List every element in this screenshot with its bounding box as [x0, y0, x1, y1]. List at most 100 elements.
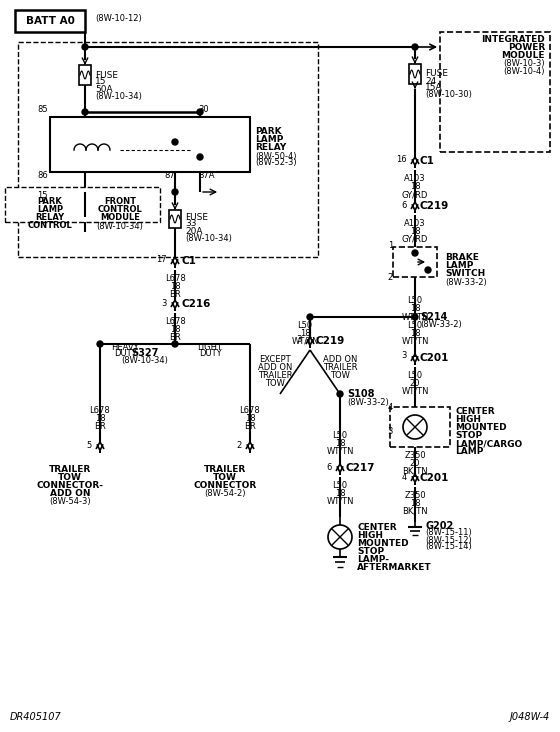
- Text: WT/TN: WT/TN: [291, 337, 319, 346]
- Circle shape: [97, 341, 103, 347]
- Text: (8W-10-30): (8W-10-30): [425, 91, 472, 100]
- Text: (8W-54-2): (8W-54-2): [204, 489, 246, 498]
- Text: 18: 18: [410, 227, 421, 236]
- Text: LAMP-: LAMP-: [357, 555, 389, 564]
- Text: J048W-4: J048W-4: [510, 712, 550, 722]
- Text: G202: G202: [425, 521, 453, 531]
- Text: WT/TN: WT/TN: [402, 312, 429, 321]
- Text: C217: C217: [346, 463, 376, 473]
- Text: (8W-33-2): (8W-33-2): [420, 319, 462, 329]
- Text: 20: 20: [410, 379, 420, 388]
- Text: 2: 2: [237, 441, 242, 449]
- Text: (8W-10-34): (8W-10-34): [95, 92, 142, 100]
- Text: 18: 18: [300, 329, 310, 338]
- Text: 18: 18: [245, 414, 255, 423]
- Text: TRAILER: TRAILER: [323, 364, 357, 373]
- Text: Z350: Z350: [404, 491, 426, 500]
- Circle shape: [412, 250, 418, 256]
- Bar: [390, 407, 450, 447]
- Text: 20A: 20A: [185, 226, 203, 236]
- Text: CENTER: CENTER: [455, 408, 494, 417]
- Circle shape: [425, 267, 431, 273]
- Text: 18: 18: [95, 414, 105, 423]
- Text: 50A: 50A: [95, 84, 113, 94]
- Text: S327: S327: [131, 348, 158, 358]
- Text: MOUNTED: MOUNTED: [357, 539, 409, 548]
- Text: 3: 3: [162, 299, 167, 307]
- Text: ADD ON: ADD ON: [258, 364, 292, 373]
- Text: L50: L50: [408, 321, 423, 330]
- Text: (8W-33-2): (8W-33-2): [445, 277, 487, 286]
- Text: TRAILER: TRAILER: [204, 465, 246, 474]
- Text: L678: L678: [240, 406, 260, 415]
- Bar: [15, 10, 85, 32]
- Text: 18: 18: [170, 325, 180, 334]
- Text: 4: 4: [388, 403, 393, 411]
- Text: CONNECTOR: CONNECTOR: [193, 481, 256, 490]
- Text: MODULE: MODULE: [100, 214, 140, 223]
- Text: ADD ON: ADD ON: [50, 489, 90, 498]
- Text: DUTY: DUTY: [199, 349, 221, 359]
- Text: 87A: 87A: [198, 171, 214, 179]
- Text: (8W-54-3): (8W-54-3): [49, 497, 91, 506]
- Bar: [169, 210, 181, 228]
- Circle shape: [412, 44, 418, 50]
- Text: CONNECTOR-: CONNECTOR-: [36, 481, 104, 490]
- Text: (8W-33-2): (8W-33-2): [347, 397, 389, 406]
- Text: L50: L50: [408, 371, 423, 380]
- Circle shape: [307, 314, 313, 320]
- Bar: [409, 64, 421, 84]
- Text: L50: L50: [297, 321, 312, 330]
- Text: A103: A103: [404, 219, 426, 228]
- Text: PARK: PARK: [255, 127, 282, 136]
- Text: (8W-15-14): (8W-15-14): [425, 542, 472, 551]
- Text: MOUNTED: MOUNTED: [455, 424, 507, 433]
- Text: 18: 18: [410, 329, 421, 338]
- Text: (8W-15-11): (8W-15-11): [425, 529, 472, 537]
- Text: AFTERMARKET: AFTERMARKET: [357, 562, 432, 572]
- Text: L50: L50: [333, 431, 348, 440]
- Text: TRAILER: TRAILER: [49, 465, 91, 474]
- Text: (8W-10-34): (8W-10-34): [185, 234, 232, 242]
- Text: BR: BR: [94, 422, 106, 431]
- Text: BR: BR: [244, 422, 256, 431]
- Text: STOP: STOP: [357, 547, 384, 556]
- Text: CONTROL: CONTROL: [27, 222, 72, 231]
- Text: 24: 24: [425, 77, 436, 86]
- Circle shape: [82, 109, 88, 115]
- Text: A103: A103: [404, 174, 426, 183]
- Text: (8W-52-3): (8W-52-3): [255, 159, 297, 168]
- Text: L678: L678: [165, 317, 185, 326]
- Text: C201: C201: [420, 353, 449, 363]
- Text: BATT A0: BATT A0: [26, 16, 74, 26]
- Text: FUSE: FUSE: [95, 70, 118, 80]
- Text: TOW: TOW: [213, 473, 237, 482]
- Text: 16: 16: [396, 155, 407, 165]
- Text: S108: S108: [347, 389, 375, 399]
- Text: FUSE: FUSE: [425, 70, 448, 78]
- Text: RELAY: RELAY: [35, 214, 64, 223]
- Text: (8W-10-4): (8W-10-4): [503, 67, 545, 76]
- Text: 1: 1: [388, 241, 393, 250]
- Circle shape: [82, 44, 88, 50]
- Text: 3: 3: [297, 335, 302, 345]
- Text: SWITCH: SWITCH: [445, 269, 486, 278]
- Circle shape: [328, 525, 352, 549]
- Bar: [18, 42, 318, 257]
- Text: DUTY: DUTY: [114, 349, 136, 359]
- Text: 87: 87: [164, 171, 175, 179]
- Text: TOW: TOW: [330, 372, 350, 381]
- Text: 15: 15: [95, 78, 106, 86]
- Text: CENTER: CENTER: [357, 523, 396, 531]
- Text: 4: 4: [402, 472, 407, 482]
- Circle shape: [197, 154, 203, 160]
- Text: 18: 18: [410, 499, 421, 508]
- Text: TOW: TOW: [58, 473, 82, 482]
- Text: WT/TN: WT/TN: [402, 387, 429, 396]
- Text: TRAILER: TRAILER: [258, 372, 292, 381]
- Text: 15: 15: [38, 190, 48, 200]
- Text: C1: C1: [420, 156, 435, 166]
- Text: BR: BR: [169, 290, 181, 299]
- Text: GY/RD: GY/RD: [402, 190, 428, 199]
- Text: 30: 30: [198, 105, 209, 114]
